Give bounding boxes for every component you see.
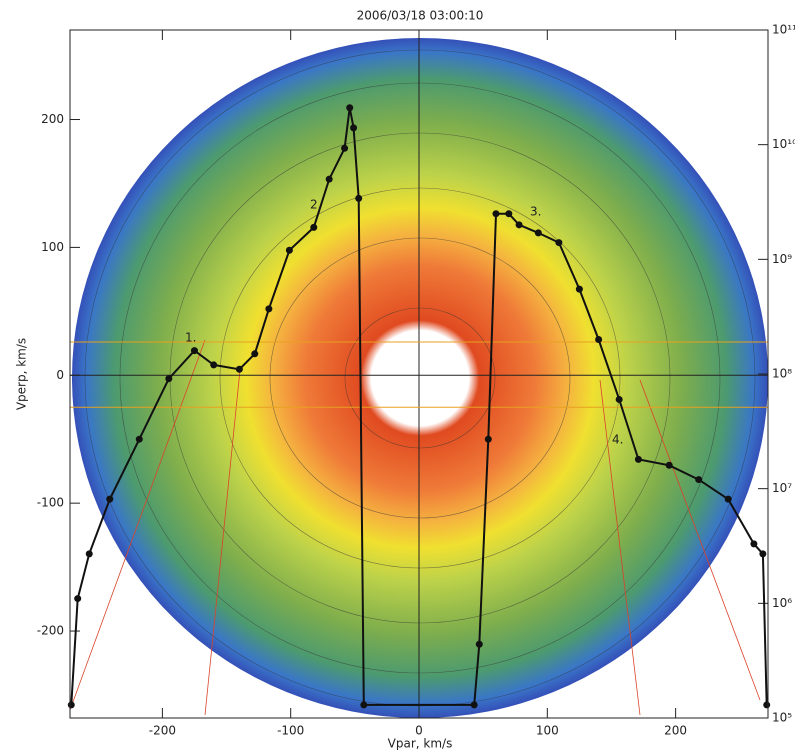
data-point xyxy=(759,550,767,558)
data-point xyxy=(74,595,82,603)
data-point xyxy=(251,350,259,358)
y-tick-label: 200 xyxy=(41,112,64,126)
data-point xyxy=(190,347,198,355)
red-guides xyxy=(69,339,761,716)
data-point xyxy=(665,461,673,469)
annotation: 3. xyxy=(530,205,541,219)
y-axis-label: Vperp, km/s xyxy=(15,338,29,410)
chart-title: 2006/03/18 03:00:10 xyxy=(357,9,484,23)
y2-tick-label: 10⁹ xyxy=(772,252,792,266)
data-point xyxy=(595,335,603,343)
data-point xyxy=(341,144,349,152)
data-point xyxy=(505,210,513,218)
data-point xyxy=(484,435,492,443)
y2-tick-label: 10⁷ xyxy=(772,481,792,495)
data-point xyxy=(135,435,143,443)
data-point xyxy=(575,285,583,293)
data-point xyxy=(555,239,563,247)
annotation: 4. xyxy=(612,433,623,447)
data-point xyxy=(475,640,483,648)
data-point xyxy=(355,194,363,202)
data-point xyxy=(285,246,293,254)
data-point xyxy=(615,395,623,403)
y2-tick-label: 10¹⁰ xyxy=(772,137,795,151)
data-point xyxy=(165,375,173,383)
data-point xyxy=(492,210,500,218)
data-point xyxy=(346,104,354,112)
data-point xyxy=(360,701,368,709)
x-tick-label: 200 xyxy=(664,724,687,738)
x-tick-label: -200 xyxy=(149,724,176,738)
data-point xyxy=(310,223,318,231)
data-point xyxy=(470,701,478,709)
x-tick-label: -100 xyxy=(277,724,304,738)
y-tick-label: 100 xyxy=(41,240,64,254)
plot-frame xyxy=(69,29,769,719)
data-point xyxy=(515,221,523,229)
data-point xyxy=(67,701,75,709)
y2-tick-label: 10⁵ xyxy=(772,711,792,725)
y-tick-label: -200 xyxy=(37,624,64,638)
y-tick-label: 0 xyxy=(56,368,64,382)
data-point xyxy=(763,701,771,709)
data-point xyxy=(350,124,358,132)
data-point xyxy=(695,476,703,484)
data-point xyxy=(724,495,732,503)
x-axis-label: Vpar, km/s xyxy=(388,737,453,751)
y2-tick-label: 10¹¹ xyxy=(772,23,795,37)
annotation: 2. xyxy=(310,198,321,212)
x-tick-label: 0 xyxy=(415,724,423,738)
y-tick-label: -100 xyxy=(37,496,64,510)
data-point xyxy=(235,365,243,373)
y2-tick-label: 10⁶ xyxy=(772,596,792,610)
x-tick-label: 100 xyxy=(536,724,559,738)
data-point xyxy=(750,540,758,548)
distribution-map xyxy=(72,38,768,718)
data-point xyxy=(634,455,642,463)
y2-tick-label: 10⁸ xyxy=(772,367,792,381)
data-point xyxy=(210,361,218,369)
data-point xyxy=(265,305,273,313)
data-point xyxy=(85,550,93,558)
data-point xyxy=(106,495,114,503)
annotation: 1. xyxy=(185,331,196,345)
data-point xyxy=(325,175,333,183)
data-point xyxy=(534,229,542,237)
